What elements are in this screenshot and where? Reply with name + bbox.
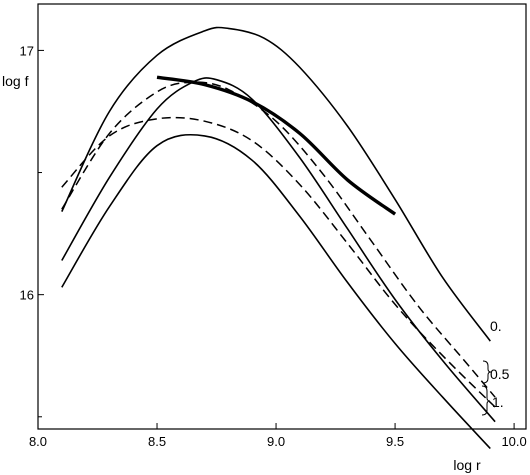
series-5-bold-curve [156,75,397,216]
y-tick-label: 17 [20,43,34,58]
curve-label-0: 0. [490,318,502,334]
series-0-solid-curve [61,26,491,342]
x-tick-label: 9.0 [267,434,285,449]
curves-group [61,26,496,450]
plot-frame [37,3,527,430]
x-axis-label: log r [453,457,481,473]
brace-1 [481,385,491,416]
x-tick-label: 9.5 [386,434,404,449]
ticks-group: 8.0 8.5 9.0 9.5 10.0 16 17 [20,43,527,449]
x-tick-label: 8.5 [148,434,166,449]
series-4-solid-curve [61,133,491,450]
series-1-dashed-curve [61,81,496,398]
y-axis-label: log f [2,73,29,89]
series-3-solid-curve [61,77,496,423]
brace-0.5 [482,360,492,384]
curve-label-0.5: 0.5 [490,366,510,382]
y-tick-label: 16 [20,288,34,303]
x-tick-label: 8.0 [29,434,47,449]
series-2-dashed-curve [61,116,496,408]
x-tick-label: 10.0 [501,434,526,449]
curve-label-1: 1. [492,394,504,410]
